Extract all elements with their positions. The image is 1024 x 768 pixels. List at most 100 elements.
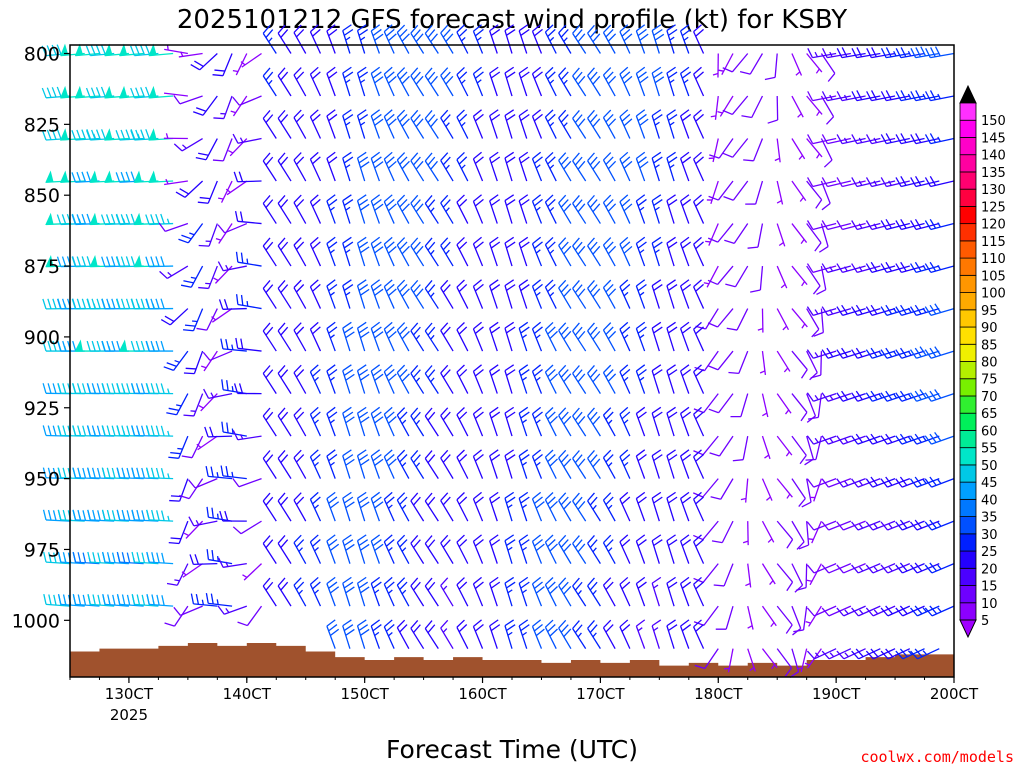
wind-barb: [410, 449, 425, 479]
barb-half-flag: [922, 436, 927, 442]
barb-flag: [370, 364, 381, 372]
barb-staff: [572, 373, 587, 394]
wind-barb: [370, 109, 384, 139]
wind-barb: [745, 180, 764, 205]
wind-barb: [212, 53, 233, 77]
barb-flag: [458, 113, 468, 123]
barb-flag: [82, 425, 87, 436]
wind-barb: [791, 308, 808, 329]
barb-flag: [794, 584, 803, 593]
wind-barb: [793, 606, 808, 633]
barb-flag: [639, 76, 649, 84]
barb-flag: [695, 538, 704, 547]
colorbar-label: 50: [981, 459, 998, 474]
wind-barb: [232, 95, 262, 106]
barb-half-flag: [829, 51, 833, 58]
barb-flag: [370, 66, 381, 74]
wind-barb: [728, 350, 749, 375]
barb-flag: [506, 496, 516, 504]
wind-barb: [544, 321, 558, 352]
barb-flag: [732, 459, 744, 462]
barb-flag: [836, 650, 845, 660]
barb-flag: [197, 201, 209, 204]
barb-flag: [653, 284, 663, 291]
barb-half-flag: [816, 110, 821, 117]
barb-flag: [166, 362, 177, 367]
wind-barb: [489, 24, 501, 54]
barb-staff: [472, 498, 484, 522]
barb-flag: [798, 544, 809, 550]
barb-flag: [168, 456, 179, 459]
barb-flag: [474, 326, 484, 335]
barb-flag: [851, 220, 858, 230]
barb-flag: [161, 595, 165, 606]
barb-staff: [871, 222, 896, 231]
barb-staff: [619, 201, 631, 224]
barb-staff: [544, 244, 557, 267]
barb-flag: [150, 214, 155, 225]
barb-flag: [399, 411, 408, 420]
barb-flag: [589, 71, 598, 81]
barb-staff: [841, 95, 866, 102]
barb-flag: [51, 129, 57, 140]
wind-barb: [821, 347, 852, 359]
barb-half-flag: [654, 206, 660, 211]
barb-flag: [856, 47, 863, 58]
barb-staff: [930, 350, 955, 359]
barb-flag: [809, 372, 818, 381]
barb-flag: [456, 534, 465, 543]
barb-flag: [458, 198, 468, 208]
barb-flag: [413, 539, 421, 548]
barb-flag: [637, 198, 647, 207]
barb-flag: [474, 453, 484, 462]
barb-flag: [504, 619, 515, 627]
barb-flag: [456, 279, 465, 288]
barb-flag: [72, 425, 77, 436]
barb-flag: [326, 491, 336, 500]
colorbar-swatch: [959, 567, 977, 586]
barb-staff: [370, 455, 381, 479]
barb-flag: [225, 338, 229, 350]
barb-staff: [410, 372, 425, 394]
barb-staff: [651, 157, 660, 182]
barb-staff: [440, 117, 454, 139]
barb-flag: [358, 369, 369, 376]
barb-flag: [343, 411, 354, 419]
wind-barb: [791, 563, 804, 593]
barb-staff: [635, 328, 646, 352]
barb-flag: [280, 156, 289, 166]
barb-half-flag: [201, 365, 207, 369]
barb-flag: [681, 198, 692, 207]
barb-half-flag: [778, 241, 784, 247]
barb-half-flag: [703, 282, 710, 285]
wind-barb: [619, 491, 631, 522]
barb-flag: [181, 234, 192, 240]
barb-flag: [520, 411, 530, 419]
x-tick-label: 160CT: [458, 685, 507, 703]
barb-half-flag: [201, 599, 205, 605]
barb-flag: [680, 321, 690, 330]
barb-flag: [56, 86, 62, 97]
wind-barb: [635, 321, 647, 352]
barb-flag: [504, 236, 515, 244]
wind-barb: [518, 109, 530, 139]
barb-flag: [399, 581, 408, 590]
barb-flag: [158, 222, 166, 232]
barb-flag: [115, 214, 121, 225]
barb-flag: [577, 118, 586, 128]
barb-pennant: [118, 85, 128, 99]
x-tick-label: 140CT: [223, 685, 272, 703]
barb-flag: [96, 425, 101, 436]
barb-flag: [693, 24, 702, 33]
barb-flag: [880, 306, 888, 316]
wind-barb: [666, 364, 678, 394]
barb-flag: [474, 411, 484, 420]
barb-staff: [326, 413, 336, 437]
x-tick-label: 180CT: [694, 685, 743, 703]
barb-flag: [474, 581, 484, 590]
barb-flag: [96, 340, 101, 352]
wind-barb: [602, 407, 616, 437]
barb-flag: [458, 539, 468, 548]
wind-barb: [836, 47, 866, 59]
barb-flag: [563, 245, 572, 255]
